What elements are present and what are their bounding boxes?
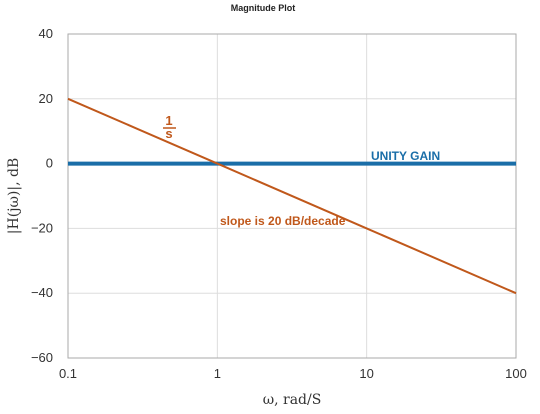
x-axis-label: ω, rad/S: [263, 392, 322, 408]
y-tick-labels: 40 20 0 −20 −40 −60: [31, 26, 53, 365]
y-axis-label: |H(jω)|, dB: [6, 158, 22, 234]
y-tick-label: −40: [31, 285, 53, 300]
fraction-numerator: 1: [165, 113, 172, 128]
y-tick-label: 40: [39, 26, 53, 41]
x-tick-label: 0.1: [59, 366, 77, 381]
x-tick-label: 10: [359, 366, 373, 381]
y-tick-label: −20: [31, 220, 53, 235]
x-tick-label: 1: [214, 366, 221, 381]
y-tick-label: 0: [46, 156, 53, 171]
slope-label: slope is 20 dB/decade: [220, 214, 346, 228]
chart-title: Magnitude Plot: [231, 3, 296, 13]
integrator-line: [67, 97, 517, 295]
plot-frame: [67, 33, 517, 359]
unity-gain-label: UNITY GAIN: [371, 149, 440, 163]
x-tick-label: 100: [505, 366, 527, 381]
fraction-denominator: s: [165, 126, 172, 141]
y-tick-label: 20: [39, 91, 53, 106]
series-group: [67, 97, 517, 295]
y-tick-label: −60: [31, 350, 53, 365]
x-tick-labels: 0.1 1 10 100: [59, 366, 527, 381]
